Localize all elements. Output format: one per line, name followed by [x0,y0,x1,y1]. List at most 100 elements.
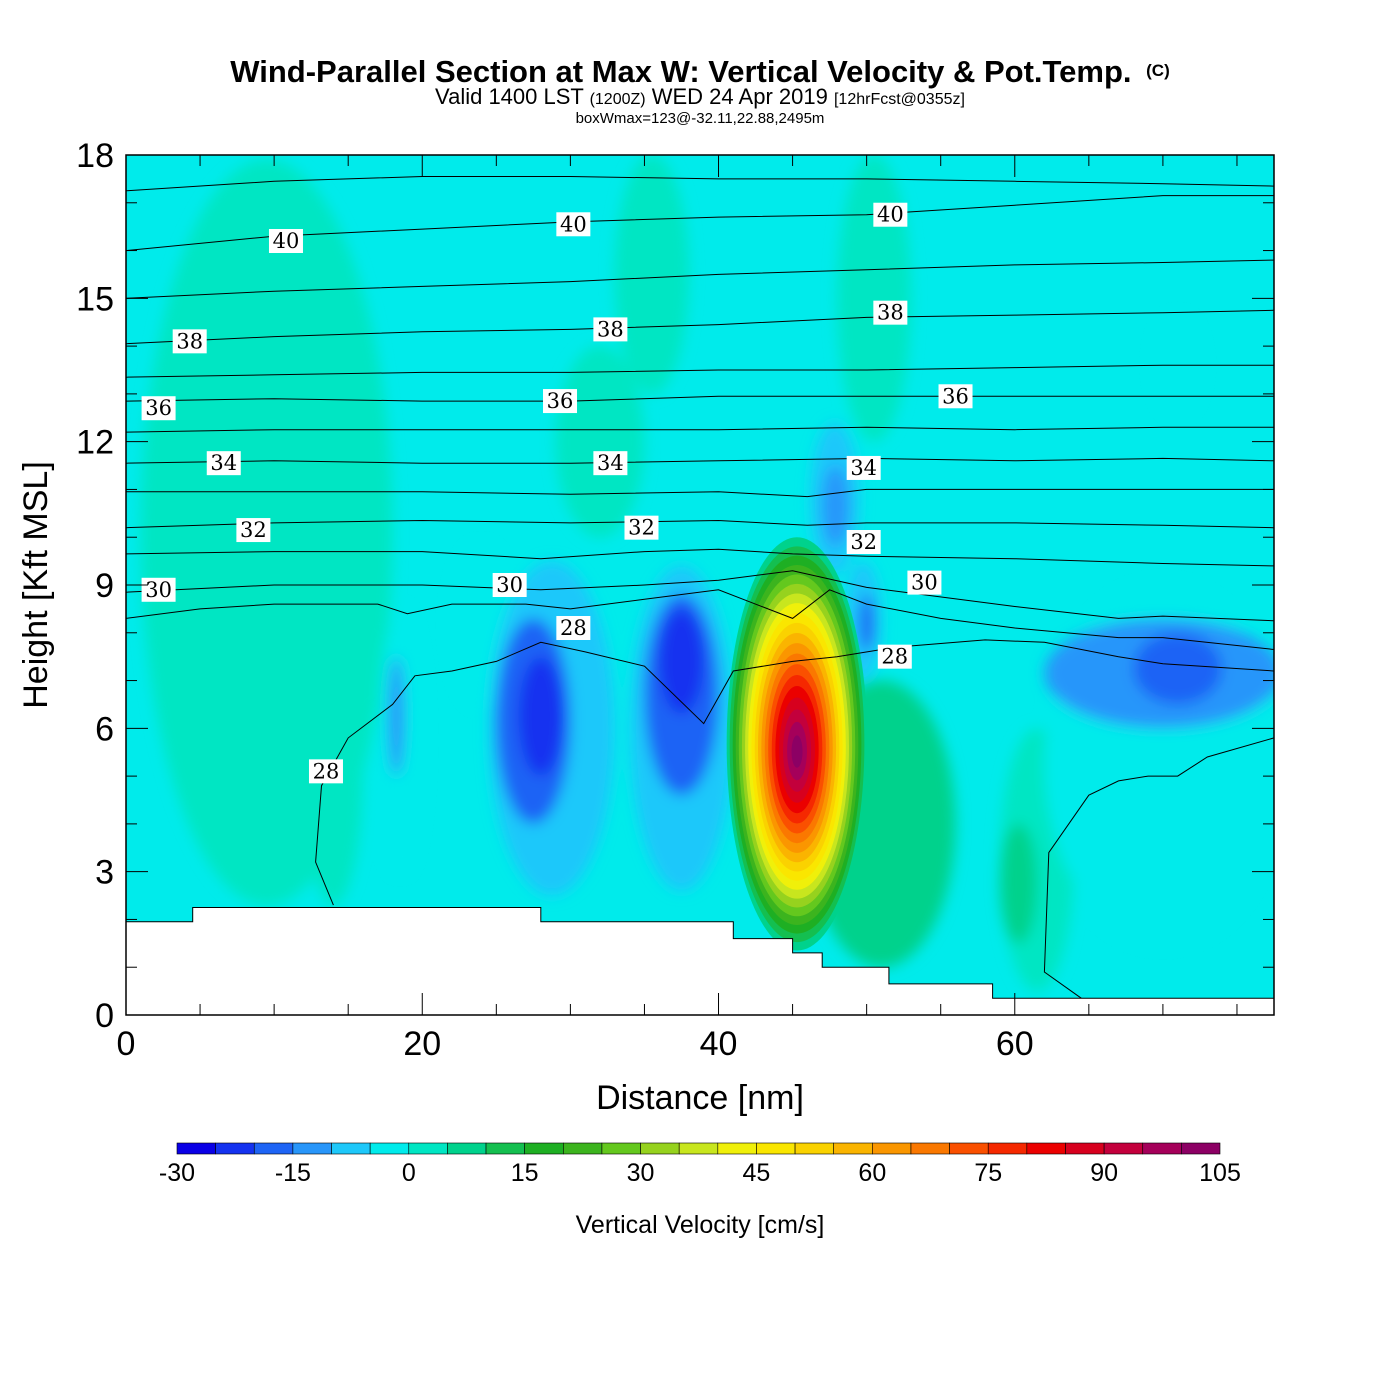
w-cell [1133,632,1223,705]
colorbar-tick-label: 45 [743,1159,771,1187]
colorbar-swatch [408,1142,448,1155]
colorbar-label: Vertical Velocity [cm/s] [576,1211,825,1239]
contour-label-text: 32 [850,530,877,554]
contour-label: 28 [877,644,912,669]
contour-label-text: 40 [273,229,300,253]
theta-contour-line [126,176,1274,192]
theta-contour-line [126,259,1274,299]
theta-contour-line [126,395,1274,402]
contour-label-text: 28 [313,759,340,783]
x-tick-label: 0 [117,1025,136,1063]
colorbar-swatch [949,1142,989,1155]
colorbar-swatch [524,1142,564,1155]
colorbar-swatch [1142,1142,1182,1155]
colorbar: -30 -15 0 15 30 45 60 75 90 105 [159,1142,1241,1187]
contour-label-text: 34 [850,456,877,480]
contour-label-text: 40 [877,203,904,227]
theta-contour-line [126,364,1274,378]
contour-label: 28 [308,759,343,784]
chart-title: Wind-Parallel Section at Max W: Vertical… [230,54,1170,89]
contour-label-text: 32 [628,516,655,540]
colorbar-tick-label: 60 [858,1159,886,1187]
contour-label: 32 [624,515,659,540]
contour-label-text: 30 [145,578,172,602]
contour-label: 34 [846,455,881,480]
w-cell [614,155,689,394]
colorbar-swatch [292,1142,332,1155]
colorbar-swatch [215,1142,255,1155]
theta-contour-line [126,519,1274,529]
w-cell [837,155,912,442]
theta-contour-line [126,570,1274,622]
colorbar-swatch [833,1142,873,1155]
colorbar-tick-label: 15 [511,1159,539,1187]
copyright-mark: (C) [1146,61,1170,80]
colorbar-swatch [1181,1142,1221,1155]
colorbar-swatch [910,1142,950,1155]
contour-label-text: 36 [547,389,574,413]
contour-label: 30 [141,577,176,602]
y-tick-label: 9 [95,567,114,605]
theta-contour-line [1043,737,1274,999]
colorbar-swatch [562,1142,603,1155]
w-cell [388,656,405,777]
chart-subtitle: Valid 1400 LST (1200Z) WED 24 Apr 2019 [… [435,84,965,109]
colorbar-swatch [717,1142,757,1155]
colorbar-swatch [640,1142,680,1155]
theta-contour-line [126,457,1274,464]
colorbar-tick-label: 0 [402,1159,416,1187]
w-cell [659,608,704,714]
contour-labels: 40 40 40 38 38 38 36 36 36 34 34 34 32 32 32 30 30 30 28 28… [141,202,973,784]
colorbar-tick-label: -15 [275,1159,311,1187]
x-axis-label: Distance [nm] [596,1079,804,1117]
contour-label-text: 38 [877,301,904,325]
w-cell [555,346,645,538]
y-tick-label: 18 [76,137,114,175]
contour-label: 40 [556,212,591,237]
contour-label: 38 [873,300,908,325]
contour-label: 38 [593,317,628,342]
theta-contour-line [126,488,1274,498]
terrain [126,907,1274,1015]
theta-contour-line [126,309,1274,345]
w-cell [518,656,563,777]
x-tick-label: 60 [996,1025,1034,1063]
colorbar-swatch [331,1142,371,1155]
theta-contour-line [126,195,1274,252]
colorbar-swatch [678,1142,719,1155]
theta-contours [126,176,1274,999]
colorbar-swatch [1026,1142,1066,1155]
contour-label: 40 [873,202,908,227]
colorbar-swatch [1103,1142,1144,1155]
y-tick-label: 0 [95,997,114,1035]
colorbar-swatch [987,1142,1028,1155]
x-tick-label: 20 [403,1025,441,1063]
contour-label: 30 [907,570,942,595]
w-cell [999,823,1037,944]
colorbar-swatch [1065,1142,1105,1155]
y-tick-label: 12 [76,424,114,462]
contour-label: 36 [141,396,176,421]
theta-contour-line [126,589,1274,650]
colorbar-tick-label: -30 [159,1159,195,1187]
colorbar-swatch [872,1142,912,1155]
box-wmax-label: boxWmax=123@-32.11,22.88,2495m [576,110,825,127]
colorbar-swatch [794,1142,835,1155]
colorbar-tick-label: 90 [1090,1159,1118,1187]
colorbar-tick-label: 105 [1199,1159,1241,1187]
colorbar-swatch [447,1142,487,1155]
updraft-core [726,537,868,951]
contour-label-text: 40 [560,212,587,236]
theta-contour-line [126,548,1274,567]
contour-label: 34 [206,451,241,476]
colorbar-tick-label: 75 [974,1159,1002,1187]
contour-label: 38 [172,329,207,354]
colorbar-swatch [601,1142,641,1155]
y-tick-label: 3 [95,854,114,892]
contour-label-text: 36 [942,384,969,408]
contour-label: 28 [556,616,591,640]
contour-label-text: 30 [496,573,523,597]
contour-label-text: 28 [560,616,587,640]
